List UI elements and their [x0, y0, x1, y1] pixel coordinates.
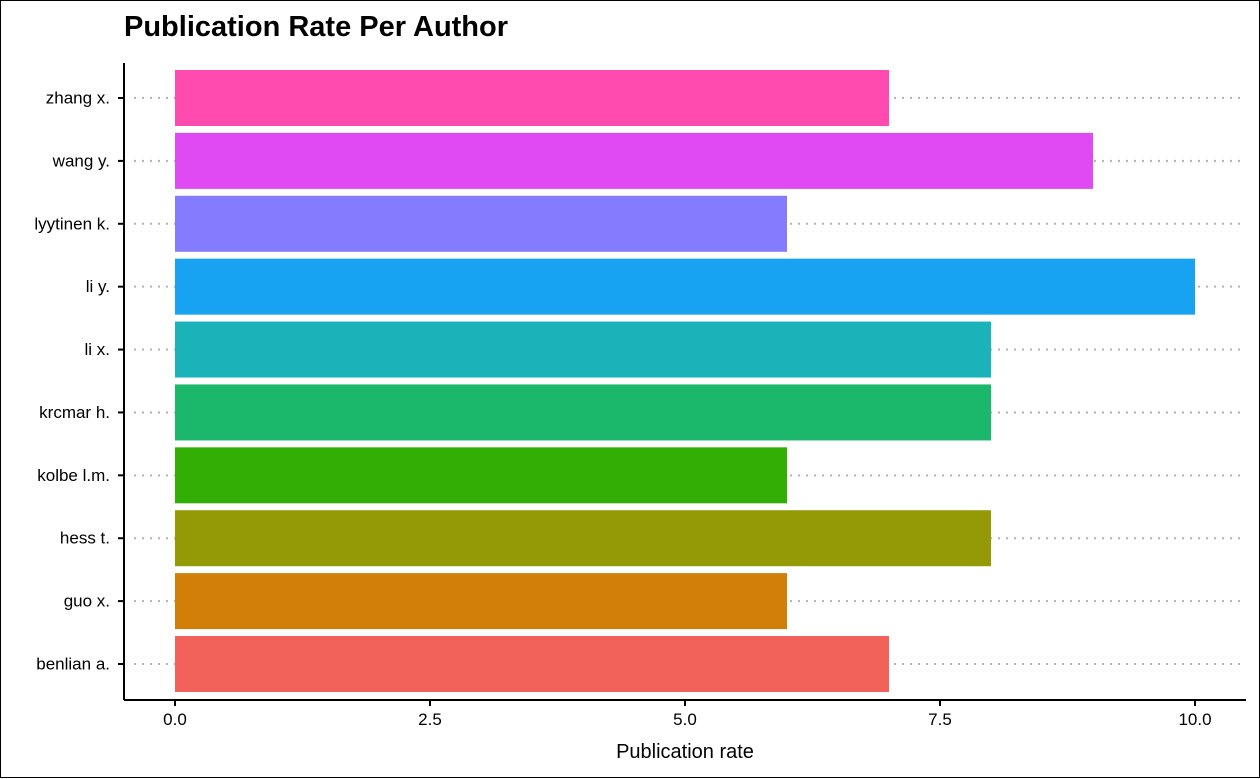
bar	[175, 195, 787, 252]
bar	[175, 132, 1093, 189]
bar	[175, 510, 991, 567]
x-tick-label: 7.5	[928, 710, 952, 729]
y-tick-label: wang y.	[52, 151, 110, 170]
bar	[175, 447, 787, 504]
y-tick-label: guo x.	[64, 592, 110, 611]
y-tick-label: hess t.	[60, 529, 110, 548]
bar	[175, 384, 991, 441]
x-tick-label: 5.0	[673, 710, 697, 729]
bar	[175, 70, 889, 126]
bar	[175, 321, 991, 378]
y-tick-label: li x.	[85, 340, 111, 359]
y-tick-label: li y.	[86, 277, 110, 296]
y-tick-label: lyytinen k.	[34, 214, 110, 233]
bar	[175, 636, 889, 692]
bar	[175, 573, 787, 630]
y-tick-label: kolbe l.m.	[37, 466, 110, 485]
x-tick-label: 2.5	[418, 710, 442, 729]
x-tick-label: 0.0	[163, 710, 187, 729]
bar	[175, 258, 1195, 315]
y-tick-label: benlian a.	[36, 655, 110, 674]
x-axis-title: Publication rate	[616, 741, 754, 763]
chart-title: Publication Rate Per Author	[124, 11, 509, 43]
y-tick-label: krcmar h.	[39, 403, 110, 422]
x-tick-label: 10.0	[1178, 710, 1211, 729]
y-tick-label: zhang x.	[46, 89, 110, 108]
